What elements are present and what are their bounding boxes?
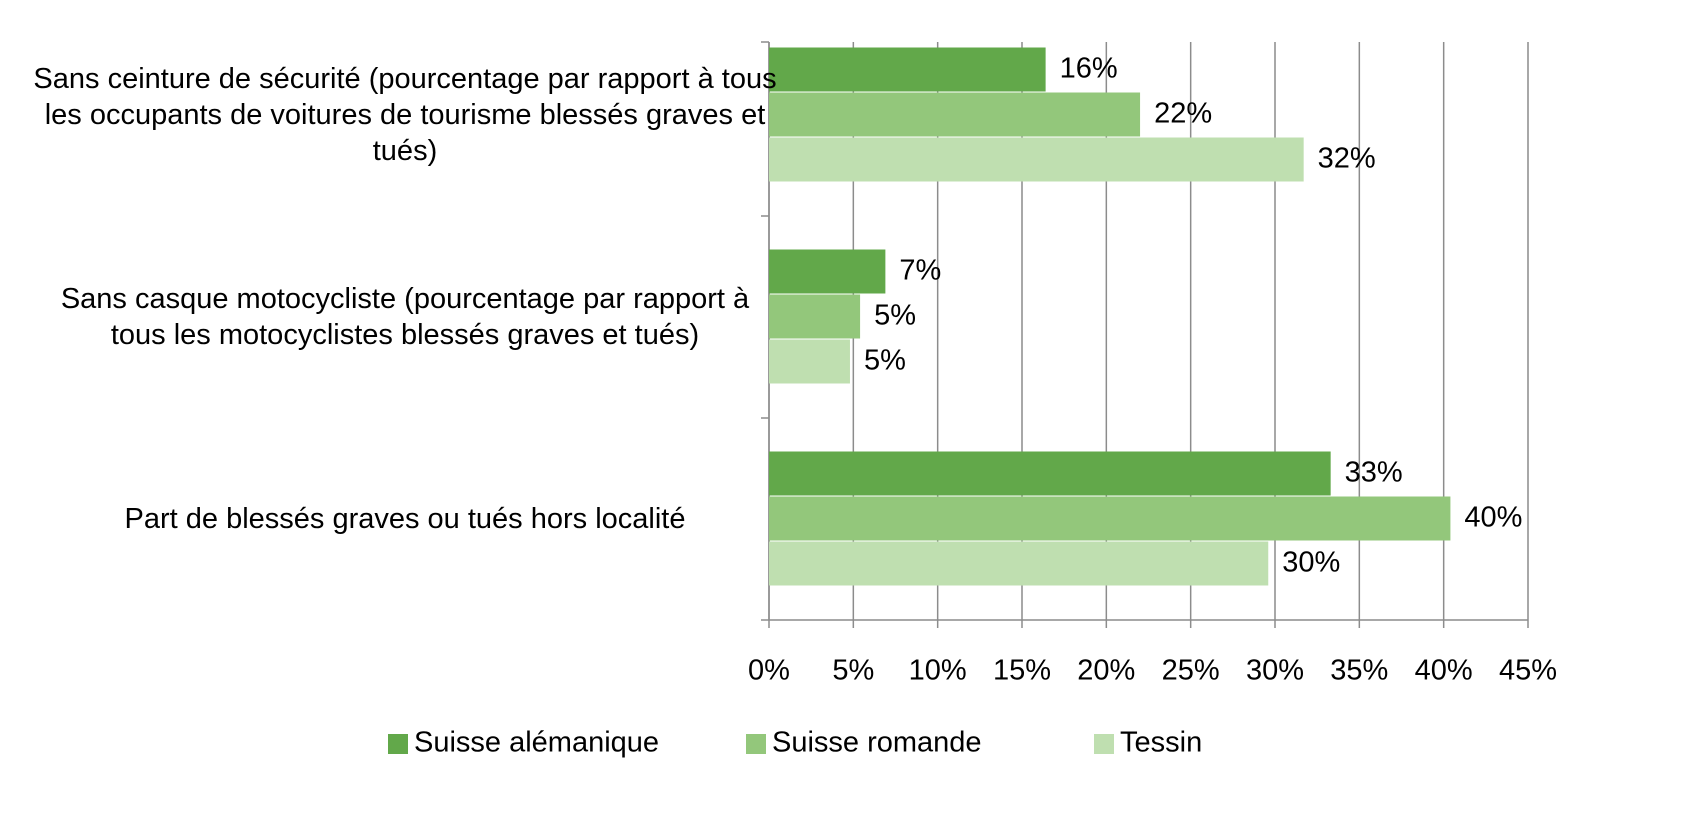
bar <box>769 137 1304 182</box>
x-tick-label: 40% <box>1415 655 1473 687</box>
legend-label: Suisse romande <box>772 727 982 759</box>
x-tick-label: 30% <box>1246 655 1304 687</box>
x-tick-label: 35% <box>1330 655 1388 687</box>
bar <box>769 339 850 384</box>
x-tick-label: 45% <box>1499 655 1557 687</box>
x-tick-label: 25% <box>1162 655 1220 687</box>
bar <box>769 541 1269 586</box>
category-label: Sans casque motocycliste (pourcentage pa… <box>60 283 750 351</box>
x-tick-label: 0% <box>748 655 790 687</box>
data-label: 32% <box>1318 143 1376 175</box>
data-label: 5% <box>864 345 906 377</box>
bar <box>769 496 1451 541</box>
data-label: 16% <box>1060 53 1118 85</box>
data-label: 40% <box>1464 502 1522 534</box>
category-label: Sans ceinture de sécurité (pourcentage p… <box>33 63 777 167</box>
legend-swatch <box>1094 734 1114 754</box>
bar <box>769 294 861 339</box>
bar <box>769 451 1331 496</box>
bar <box>769 92 1141 137</box>
x-tick-label: 20% <box>1077 655 1135 687</box>
bar <box>769 47 1046 92</box>
data-label: 5% <box>874 300 916 332</box>
legend-swatch <box>746 734 766 754</box>
x-tick-label: 15% <box>993 655 1051 687</box>
category-label: Part de blessés graves ou tués hors loca… <box>124 503 686 535</box>
legend-label: Tessin <box>1120 727 1202 759</box>
data-label: 7% <box>899 255 941 287</box>
legend-label: Suisse alémanique <box>414 727 659 759</box>
x-tick-label: 10% <box>909 655 967 687</box>
data-label: 33% <box>1345 457 1403 489</box>
x-tick-label: 5% <box>832 655 874 687</box>
data-label: 22% <box>1154 98 1212 130</box>
data-label: 30% <box>1282 547 1340 579</box>
legend-swatch <box>388 734 408 754</box>
bar <box>769 249 886 294</box>
